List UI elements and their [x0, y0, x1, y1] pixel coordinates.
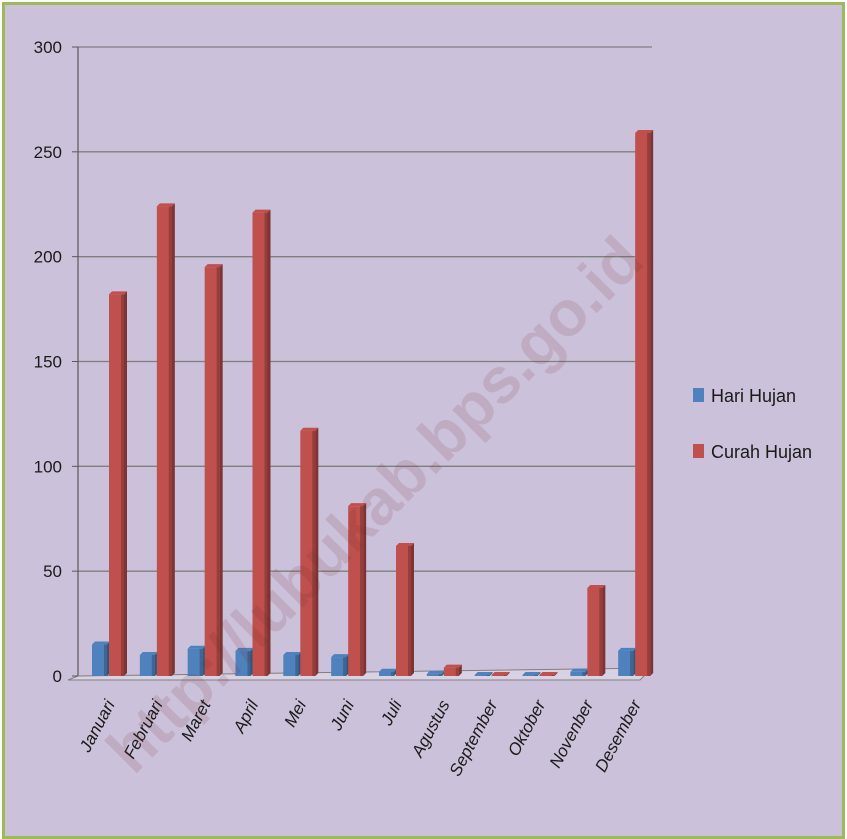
- bar-hari-hujan-januari: [92, 641, 110, 676]
- bar-curah-hujan-september: [491, 671, 510, 676]
- bar-curah-hujan-maret: [204, 264, 223, 676]
- bar-curah-hujan-mei: [300, 427, 319, 676]
- bar-hari-hujan-agustus: [426, 670, 445, 676]
- y-tick-label: 0: [53, 667, 62, 686]
- y-tick-label: 50: [43, 562, 62, 581]
- y-tick-labels: 0 50 100 150 200 250 300: [34, 38, 78, 686]
- category-label: Desember: [591, 696, 645, 775]
- bar-curah-hujan-agustus: [443, 664, 462, 676]
- legend: Hari Hujan Curah Hujan: [693, 386, 812, 462]
- bars: [92, 129, 654, 677]
- y-tick-label: 100: [34, 457, 62, 476]
- y-tick-label: 150: [34, 353, 62, 372]
- bar-curah-hujan-novenber: [587, 584, 606, 676]
- bar-curah-hujan-april: [252, 209, 271, 677]
- bar-curah-hujan-juli: [396, 543, 414, 676]
- bar-curah-hujan-oktober: [539, 671, 558, 676]
- category-label: Oktober: [504, 696, 550, 759]
- bar-hari-hujan-juli: [379, 668, 397, 676]
- category-label: Agustus: [408, 697, 454, 761]
- bar-hari-hujan-mei: [283, 652, 302, 676]
- legend-label-hari-hujan: Hari Hujan: [711, 386, 796, 406]
- legend-swatch-curah-hujan: [693, 444, 704, 458]
- legend-swatch-hari-hujan: [693, 388, 704, 402]
- category-label: April: [229, 696, 263, 737]
- bar-hari-hujan-juni: [331, 654, 350, 676]
- bar-hari-hujan-oktober: [522, 672, 541, 676]
- y-tick-label: 200: [34, 248, 62, 267]
- bar-curah-hujan-desember: [635, 129, 654, 677]
- bar-curah-hujan-juni: [348, 503, 367, 676]
- category-label: Novenber: [546, 696, 598, 771]
- category-label: September: [446, 696, 502, 780]
- legend-label-curah-hujan: Curah Hujan: [711, 442, 812, 462]
- bar-curah-hujan-februari: [156, 203, 175, 676]
- watermark: http://lubukab.bps.go.id: [93, 223, 657, 787]
- y-tick-label: 300: [34, 38, 62, 57]
- category-label: Mei: [281, 696, 311, 730]
- bar-curah-hujan-januari: [109, 291, 127, 676]
- y-tick-label: 250: [34, 143, 62, 162]
- bar-hari-hujan-desember: [618, 647, 637, 676]
- category-label: Juli: [377, 696, 407, 729]
- bar-hari-hujan-september: [474, 672, 493, 676]
- category-label: Juni: [326, 696, 358, 734]
- bar-hari-hujan-novenber: [570, 668, 589, 676]
